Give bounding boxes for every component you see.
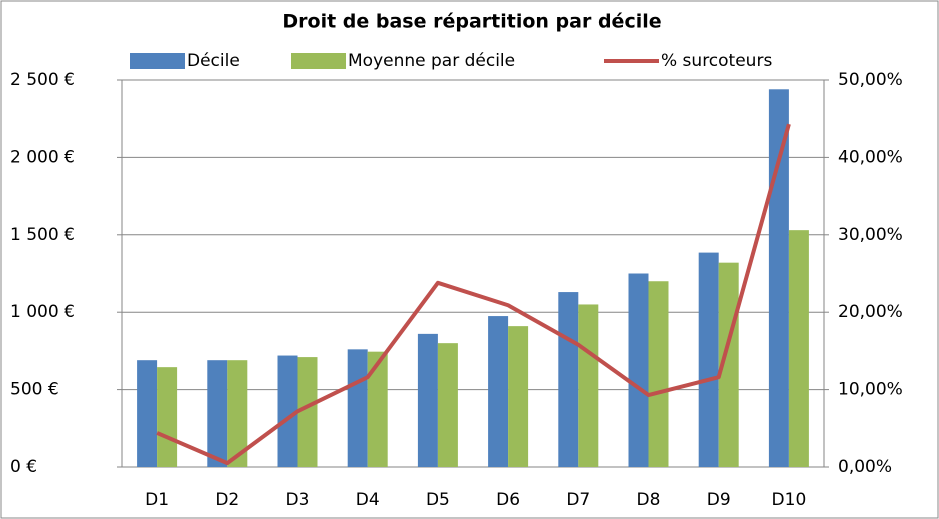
chart-title: Droit de base répartition par décile bbox=[282, 11, 661, 33]
bar bbox=[488, 316, 509, 467]
x-tick-label: D1 bbox=[145, 490, 169, 510]
x-tick-label: D3 bbox=[286, 490, 310, 510]
bar bbox=[207, 360, 228, 467]
y-tick-label: 500 € bbox=[10, 380, 59, 400]
y-tick-label: 2 500 € bbox=[10, 70, 75, 90]
bar bbox=[628, 273, 649, 467]
legend-label: Décile bbox=[187, 51, 240, 71]
bar bbox=[788, 230, 809, 467]
x-tick-label: D4 bbox=[356, 490, 380, 510]
bar bbox=[347, 349, 368, 467]
y2-tick-label: 50,00% bbox=[838, 70, 903, 90]
y2-tick-label: 20,00% bbox=[838, 302, 903, 322]
y2-tick-label: 10,00% bbox=[838, 380, 903, 400]
y2-tick-label: 30,00% bbox=[838, 225, 903, 245]
x-tick-label: D10 bbox=[772, 490, 807, 510]
bar bbox=[437, 343, 458, 467]
line-series bbox=[156, 123, 791, 466]
legend-swatch bbox=[291, 53, 346, 69]
x-tick-label: D6 bbox=[496, 490, 520, 510]
legend-swatch bbox=[130, 53, 185, 69]
x-tick-label: D5 bbox=[426, 490, 450, 510]
bar bbox=[157, 367, 178, 467]
y-tick-label: 1 000 € bbox=[10, 302, 75, 322]
bar bbox=[718, 262, 739, 467]
legend-label: % surcoteurs bbox=[661, 51, 772, 71]
bar bbox=[698, 252, 719, 467]
y-tick-label: 0 € bbox=[10, 457, 37, 477]
bar bbox=[648, 281, 669, 467]
bar bbox=[137, 360, 158, 467]
bar bbox=[508, 326, 529, 467]
bar bbox=[768, 89, 789, 468]
bar bbox=[578, 304, 599, 467]
x-tick-label: D2 bbox=[215, 490, 239, 510]
y-tick-label: 2 000 € bbox=[10, 147, 75, 167]
x-tick-label: D7 bbox=[566, 490, 590, 510]
y2-tick-label: 40,00% bbox=[838, 147, 903, 167]
x-tick-label: D9 bbox=[707, 490, 731, 510]
y-tick-label: 1 500 € bbox=[10, 225, 75, 245]
bar bbox=[227, 360, 248, 467]
bar bbox=[417, 333, 438, 467]
bar bbox=[277, 355, 298, 467]
bar bbox=[558, 292, 579, 467]
legend-label: Moyenne par décile bbox=[348, 51, 515, 71]
bar bbox=[297, 357, 318, 467]
x-tick-label: D8 bbox=[637, 490, 661, 510]
y2-tick-label: 0,00% bbox=[838, 457, 892, 477]
bar bbox=[367, 351, 388, 467]
